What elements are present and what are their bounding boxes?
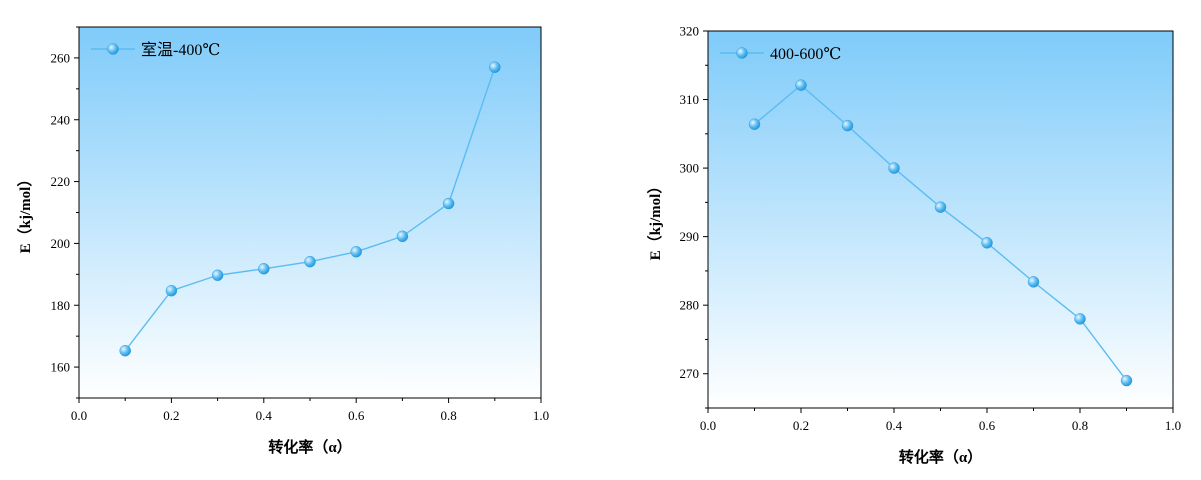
y-tick-label: 200	[51, 236, 71, 251]
data-point	[350, 246, 362, 258]
legend-label: 400-600℃	[770, 46, 841, 63]
data-point	[888, 162, 900, 174]
y-tick-label: 290	[680, 229, 700, 244]
data-point	[396, 230, 409, 243]
y-tick-label: 280	[680, 298, 700, 313]
y-tick-label: 270	[680, 366, 700, 381]
x-tick-label: 1.0	[1165, 418, 1181, 433]
y-tick-label: 320	[680, 24, 700, 39]
data-point	[258, 263, 270, 275]
data-point	[1027, 276, 1040, 288]
x-tick-label: 0.8	[440, 408, 456, 423]
data-point	[748, 118, 761, 130]
y-tick-label: 240	[51, 112, 71, 127]
x-axis-title: 转化率（α）	[899, 448, 982, 466]
x-tick-label: 0.6	[348, 408, 365, 423]
y-tick-label: 160	[51, 360, 71, 375]
legend-marker	[736, 47, 748, 59]
x-tick-label: 0.0	[700, 418, 716, 433]
data-point	[1120, 374, 1133, 387]
data-point	[981, 237, 993, 249]
x-tick-label: 0.2	[163, 408, 179, 423]
x-axis-title: 转化率（α）	[268, 438, 351, 456]
data-point	[841, 119, 854, 132]
data-point	[1074, 313, 1086, 325]
data-point	[211, 269, 224, 281]
y-tick-label: 300	[680, 161, 700, 176]
legend-marker	[107, 43, 119, 55]
data-point	[304, 255, 316, 268]
x-tick-label: 1.0	[533, 408, 549, 423]
data-point	[119, 344, 131, 357]
x-tick-label: 0.0	[71, 408, 87, 423]
y-tick-label: 310	[680, 92, 700, 107]
y-tick-label: 180	[51, 298, 71, 313]
data-point	[934, 201, 947, 213]
x-tick-label: 0.4	[886, 418, 903, 433]
plot-background	[79, 27, 541, 398]
y-tick-label: 260	[51, 50, 71, 65]
chart-panel-1: 0.0 0.2 0.4 0.6 0.8 1.0 160 180 200 220 240 260 转化率（…	[16, 26, 549, 456]
plot-background	[708, 31, 1173, 408]
y-axis-title: E（kj/mol）	[16, 172, 34, 254]
x-tick-label: 0.2	[793, 418, 809, 433]
y-axis-title: E（kj/mol）	[646, 179, 664, 261]
data-point	[165, 285, 178, 297]
legend-label: 室温-400℃	[141, 41, 220, 59]
chart-panel-2: 0.0 0.2 0.4 0.6 0.8 1.0 270 280 290 300 310 320 转化率（…	[646, 24, 1181, 467]
x-tick-label: 0.8	[1072, 418, 1088, 433]
data-point	[489, 61, 501, 73]
data-point	[795, 79, 807, 91]
x-tick-label: 0.6	[979, 418, 996, 433]
y-tick-label: 220	[51, 174, 71, 189]
x-tick-label: 0.4	[256, 408, 273, 423]
data-point	[442, 197, 455, 210]
